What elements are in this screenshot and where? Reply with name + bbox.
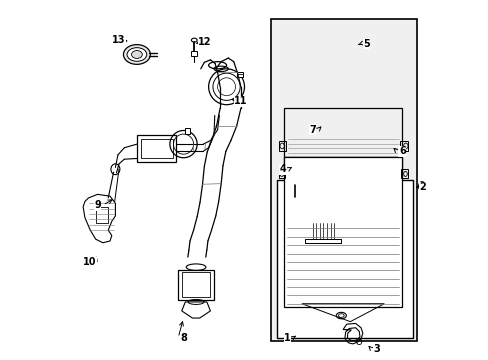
Bar bbox=[314, 180, 332, 193]
Bar bbox=[185, 128, 189, 134]
Bar bbox=[276, 180, 412, 338]
Bar bbox=[400, 169, 407, 178]
Text: 3: 3 bbox=[373, 344, 380, 354]
Bar bbox=[191, 51, 197, 56]
Bar bbox=[137, 135, 176, 162]
Bar bbox=[96, 207, 108, 223]
Ellipse shape bbox=[191, 38, 197, 42]
Bar bbox=[292, 185, 296, 197]
Text: 9: 9 bbox=[94, 200, 101, 210]
Bar bbox=[236, 72, 243, 77]
Bar bbox=[284, 108, 402, 157]
Ellipse shape bbox=[123, 45, 150, 64]
Bar bbox=[287, 159, 397, 174]
Ellipse shape bbox=[127, 48, 146, 61]
Bar bbox=[271, 19, 416, 341]
Ellipse shape bbox=[292, 183, 296, 186]
Text: 11: 11 bbox=[234, 96, 247, 106]
Text: 10: 10 bbox=[82, 257, 96, 267]
Text: 13: 13 bbox=[111, 35, 125, 45]
Bar bbox=[182, 272, 210, 297]
Bar bbox=[300, 198, 310, 212]
Text: 12: 12 bbox=[198, 37, 211, 47]
Bar bbox=[278, 169, 285, 178]
Text: 7: 7 bbox=[308, 125, 315, 135]
Bar bbox=[140, 139, 172, 158]
Text: 8: 8 bbox=[180, 333, 186, 343]
Bar bbox=[178, 270, 214, 300]
Bar bbox=[310, 193, 335, 223]
Text: 4: 4 bbox=[279, 164, 285, 174]
Bar bbox=[400, 140, 407, 151]
Text: 6: 6 bbox=[398, 146, 405, 156]
Ellipse shape bbox=[131, 50, 142, 58]
Bar bbox=[284, 157, 402, 176]
Bar bbox=[284, 157, 402, 307]
Text: 1: 1 bbox=[284, 333, 290, 343]
Bar bbox=[278, 140, 285, 151]
Text: 5: 5 bbox=[362, 39, 369, 49]
Text: 2: 2 bbox=[419, 182, 426, 192]
